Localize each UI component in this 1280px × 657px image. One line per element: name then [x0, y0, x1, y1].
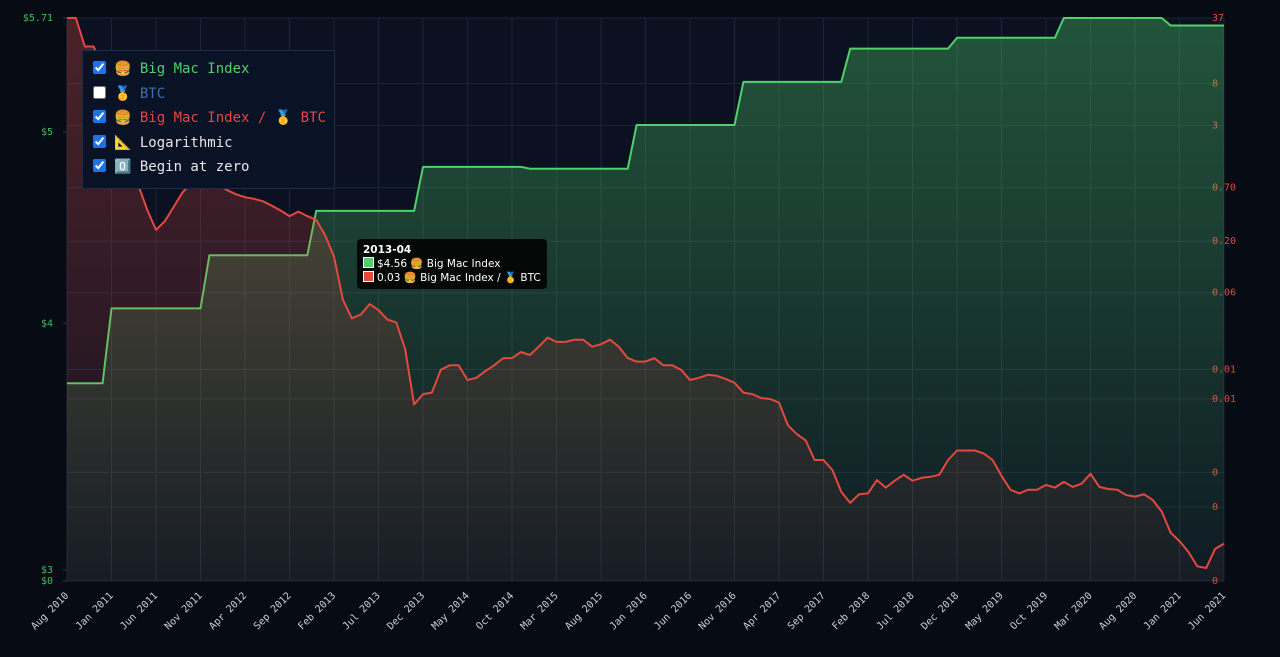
x-tick-label: Mar 2020	[1053, 590, 1095, 632]
tooltip-row: $4.56 🍔 Big Mac Index	[363, 257, 541, 271]
x-tick-label: Jul 2018	[875, 590, 917, 632]
x-tick-label: Jan 2016	[608, 590, 650, 632]
checkbox[interactable]	[93, 110, 106, 123]
x-tick-label: Sep 2012	[252, 590, 294, 632]
x-tick-label: Aug 2020	[1097, 590, 1139, 632]
x-tick-label: Sep 2017	[786, 590, 828, 632]
legend-label: 0️⃣ Begin at zero	[114, 159, 250, 175]
checkbox[interactable]	[93, 85, 106, 99]
y2-tick-label: 0	[1212, 576, 1218, 587]
x-tick-label: May 2019	[964, 590, 1006, 632]
tooltip-swatch	[363, 271, 374, 282]
x-tick-label: Apr 2012	[207, 590, 249, 632]
x-tick-label: Aug 2010	[29, 590, 71, 632]
line	[67, 17, 1225, 569]
y-tick-label: $3	[41, 565, 53, 576]
tooltip-text: 0.03 🍔 Big Mac Index / 🥇 BTC	[377, 272, 541, 284]
x-tick-label: May 2014	[430, 590, 472, 632]
y-tick-label: $5.71	[23, 13, 53, 24]
x-tick-label: Jan 2021	[1142, 590, 1184, 632]
tooltip-text: $4.56 🍔 Big Mac Index	[377, 258, 501, 270]
tooltip: 2013-04 $4.56 🍔 Big Mac Index 0.03 🍔 Big M…	[357, 239, 547, 289]
x-tick-label: Jun 2016	[652, 590, 694, 632]
x-tick-label: Aug 2015	[563, 590, 605, 632]
x-tick-label: Oct 2019	[1008, 590, 1050, 632]
legend-label: 📐 Logarithmic	[114, 134, 233, 151]
x-tick-label: Jan 2011	[74, 590, 116, 632]
x-tick-label: Mar 2015	[519, 590, 561, 632]
x-tick-label: Feb 2018	[830, 590, 872, 632]
x-tick-label: Jun 2011	[118, 590, 160, 632]
x-tick-label: Apr 2017	[741, 590, 783, 632]
tooltip-title: 2013-04	[363, 244, 412, 256]
legend-item: 🍔 Big Mac Index	[90, 57, 326, 82]
x-tick-label: Nov 2016	[697, 590, 739, 632]
x-tick-label: Nov 2011	[163, 590, 205, 632]
y-tick-label: $0	[41, 576, 53, 587]
legend-item: 📐 Logarithmic	[90, 131, 326, 156]
tooltip-row: 0.03 🍔 Big Mac Index / 🥇 BTC	[363, 271, 541, 285]
legend-item: 0️⃣ Begin at zero	[90, 155, 326, 180]
legend: 🍔 Big Mac Index 🥇 BTC 🍔 Big Mac Index / 🥇 …	[82, 50, 335, 189]
checkbox[interactable]	[93, 159, 106, 172]
x-tick-label: Jul 2013	[341, 590, 383, 632]
legend-label: 🥇 BTC	[114, 85, 166, 102]
legend-item: 🥇 BTC	[90, 82, 326, 107]
x-tick-label: Dec 2018	[919, 590, 961, 632]
y2-tick-label: 37	[1212, 13, 1224, 24]
legend-label: 🍔 Big Mac Index / 🥇 BTC	[114, 110, 326, 126]
legend-label: 🍔 Big Mac Index	[114, 61, 250, 77]
y-tick-label: $4	[41, 318, 53, 329]
y-tick-label: $5	[41, 127, 53, 138]
x-tick-label: Dec 2013	[385, 590, 427, 632]
x-tick-label: Oct 2014	[474, 590, 516, 632]
legend-item: 🍔 Big Mac Index / 🥇 BTC	[90, 106, 326, 131]
area	[67, 18, 1224, 581]
checkbox[interactable]	[93, 61, 106, 74]
checkbox[interactable]	[93, 134, 106, 148]
tooltip-swatch	[363, 257, 374, 268]
x-tick-label: Feb 2013	[296, 590, 338, 632]
x-tick-label: Jun 2021	[1186, 590, 1228, 632]
